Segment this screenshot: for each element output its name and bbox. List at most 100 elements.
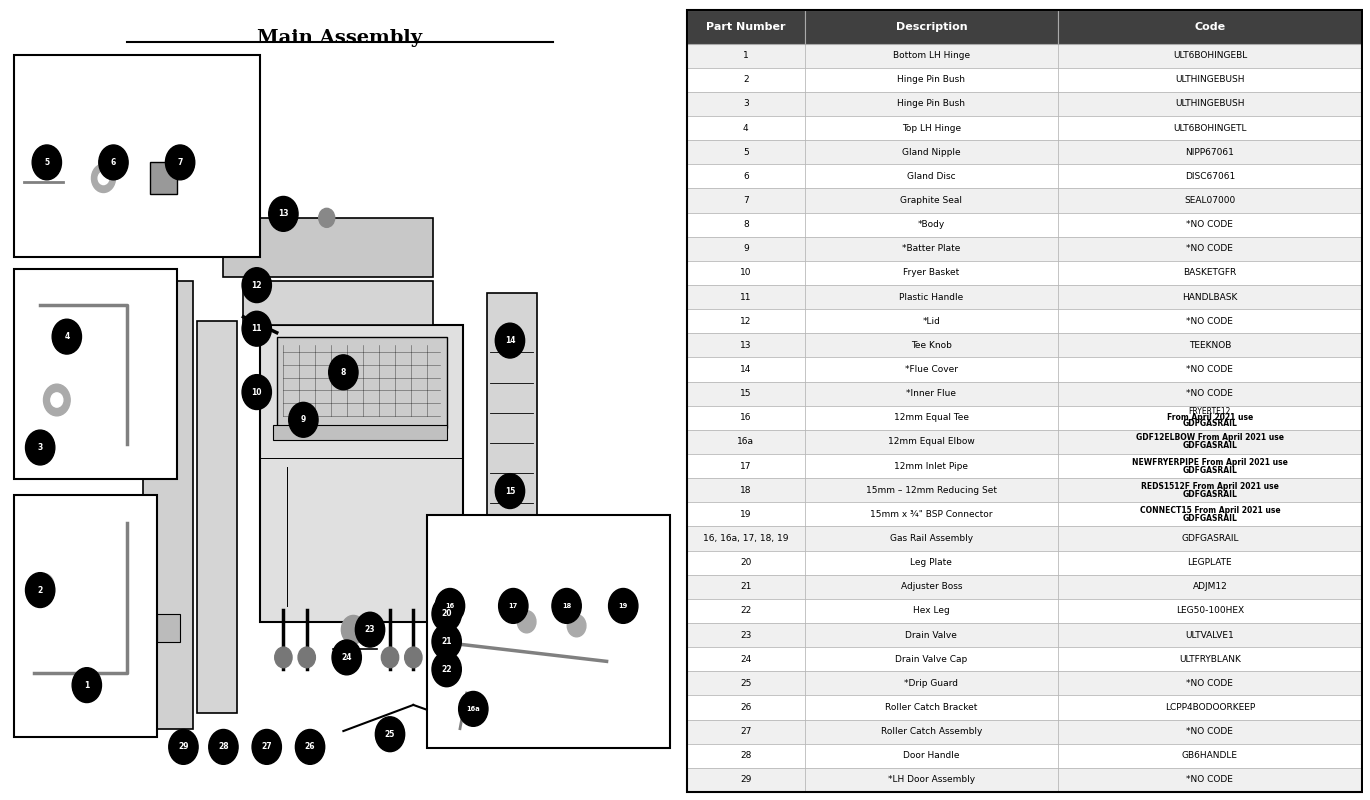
FancyBboxPatch shape (156, 614, 179, 642)
Text: LEGPLATE: LEGPLATE (1188, 558, 1232, 567)
FancyBboxPatch shape (1058, 526, 1362, 550)
Text: 2: 2 (37, 586, 42, 594)
Circle shape (355, 612, 385, 647)
Text: 6: 6 (743, 172, 748, 181)
FancyBboxPatch shape (277, 337, 447, 428)
Text: *Drip Guard: *Drip Guard (904, 679, 959, 688)
FancyBboxPatch shape (1058, 164, 1362, 189)
Circle shape (51, 393, 63, 407)
Text: 4: 4 (743, 124, 748, 133)
FancyBboxPatch shape (686, 526, 804, 550)
Text: Graphite Seal: Graphite Seal (900, 196, 963, 205)
Text: 1: 1 (743, 51, 748, 60)
Text: 28: 28 (218, 742, 229, 751)
FancyBboxPatch shape (804, 454, 1058, 478)
FancyBboxPatch shape (686, 671, 804, 695)
Text: 10: 10 (740, 269, 752, 278)
Text: 12mm Inlet Pipe: 12mm Inlet Pipe (895, 462, 969, 470)
Text: Bottom LH Hinge: Bottom LH Hinge (893, 51, 970, 60)
Text: Tee Knob: Tee Knob (911, 341, 952, 350)
Circle shape (252, 730, 281, 764)
Text: *NO CODE: *NO CODE (1186, 317, 1233, 326)
Text: Plastic Handle: Plastic Handle (899, 293, 963, 302)
FancyBboxPatch shape (686, 574, 804, 599)
FancyBboxPatch shape (426, 515, 670, 749)
Text: FRYERTE12: FRYERTE12 (1189, 407, 1232, 416)
Text: From April 2021 use: From April 2021 use (1167, 414, 1254, 422)
FancyBboxPatch shape (244, 281, 433, 325)
FancyBboxPatch shape (804, 285, 1058, 309)
Text: ADJM12: ADJM12 (1192, 582, 1228, 591)
FancyBboxPatch shape (804, 768, 1058, 792)
Text: Gas Rail Assembly: Gas Rail Assembly (890, 534, 973, 543)
Text: 9: 9 (743, 244, 748, 254)
Circle shape (242, 311, 271, 346)
Circle shape (52, 319, 81, 354)
Text: 15mm – 12mm Reducing Set: 15mm – 12mm Reducing Set (866, 486, 997, 494)
Circle shape (242, 374, 271, 410)
Text: *NO CODE: *NO CODE (1186, 727, 1233, 736)
FancyBboxPatch shape (1058, 43, 1362, 68)
Circle shape (381, 647, 399, 668)
FancyBboxPatch shape (804, 213, 1058, 237)
FancyBboxPatch shape (686, 744, 804, 768)
Text: ULTFRYBLANK: ULTFRYBLANK (1180, 654, 1241, 664)
Text: 28: 28 (740, 751, 752, 760)
FancyBboxPatch shape (686, 189, 804, 213)
Text: NEWFRYERPIPE From April 2021 use: NEWFRYERPIPE From April 2021 use (1132, 458, 1288, 466)
Text: 18: 18 (740, 486, 752, 494)
Circle shape (459, 691, 488, 726)
Circle shape (242, 268, 271, 302)
FancyBboxPatch shape (1058, 695, 1362, 720)
Text: 23: 23 (364, 625, 375, 634)
FancyBboxPatch shape (223, 218, 433, 278)
Text: 23: 23 (740, 630, 752, 640)
Text: Main Assembly: Main Assembly (258, 30, 422, 47)
FancyBboxPatch shape (686, 599, 804, 623)
Text: 19: 19 (740, 510, 752, 519)
Text: GDFGASRAIL: GDFGASRAIL (1182, 490, 1237, 498)
FancyBboxPatch shape (686, 213, 804, 237)
FancyBboxPatch shape (804, 526, 1058, 550)
FancyBboxPatch shape (686, 309, 804, 334)
FancyBboxPatch shape (686, 358, 804, 382)
FancyBboxPatch shape (151, 162, 177, 194)
Text: 11: 11 (252, 324, 262, 334)
FancyBboxPatch shape (1058, 116, 1362, 140)
Text: 14: 14 (740, 365, 752, 374)
Text: *Flue Cover: *Flue Cover (906, 365, 958, 374)
FancyBboxPatch shape (686, 237, 804, 261)
Text: 3: 3 (37, 443, 42, 452)
FancyBboxPatch shape (804, 116, 1058, 140)
Text: 14: 14 (504, 336, 515, 345)
Text: 17: 17 (740, 462, 752, 470)
Circle shape (341, 615, 366, 644)
FancyBboxPatch shape (804, 68, 1058, 92)
Text: 20: 20 (740, 558, 752, 567)
FancyBboxPatch shape (1058, 720, 1362, 744)
Text: *NO CODE: *NO CODE (1186, 244, 1233, 254)
FancyBboxPatch shape (1058, 744, 1362, 768)
Text: 7: 7 (743, 196, 748, 205)
FancyBboxPatch shape (1058, 237, 1362, 261)
Text: Adjuster Boss: Adjuster Boss (900, 582, 962, 591)
Text: 22: 22 (441, 665, 452, 674)
Text: GDFGASRAIL: GDFGASRAIL (1182, 466, 1237, 474)
Circle shape (552, 589, 581, 623)
FancyBboxPatch shape (804, 550, 1058, 574)
Text: *NO CODE: *NO CODE (1186, 365, 1233, 374)
FancyBboxPatch shape (686, 43, 804, 68)
Circle shape (44, 384, 70, 416)
FancyBboxPatch shape (686, 406, 804, 430)
FancyBboxPatch shape (686, 92, 804, 116)
Text: *Body: *Body (918, 220, 945, 229)
Text: 22: 22 (740, 606, 751, 615)
Text: 20: 20 (441, 610, 452, 618)
FancyBboxPatch shape (686, 430, 804, 454)
Text: Part Number: Part Number (706, 22, 785, 32)
Circle shape (26, 430, 55, 465)
Text: 24: 24 (341, 653, 352, 662)
Circle shape (92, 164, 115, 193)
Text: Hex Leg: Hex Leg (912, 606, 949, 615)
Text: 18: 18 (562, 603, 571, 609)
